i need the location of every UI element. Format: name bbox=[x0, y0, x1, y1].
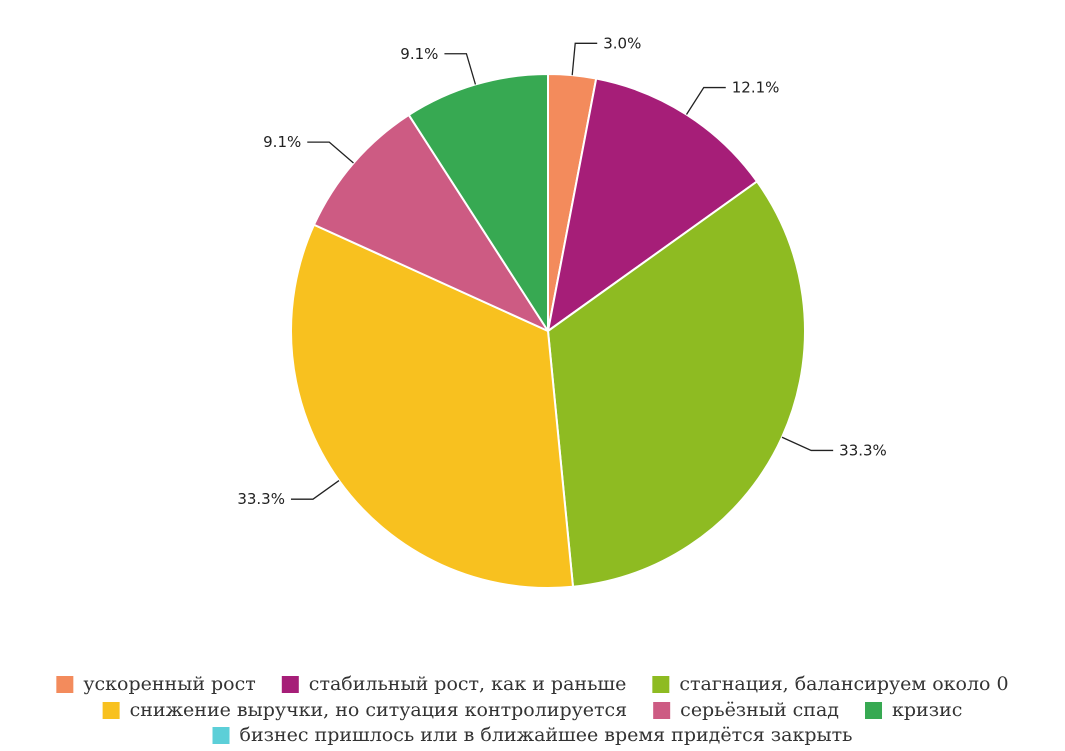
legend-label-2: стагнация, балансируем около 0 bbox=[679, 673, 1008, 695]
leader-line-4 bbox=[307, 141, 354, 164]
pie-slices bbox=[290, 73, 806, 589]
legend: ускоренный рост стабильный рост, как и ра… bbox=[56, 673, 1009, 746]
legend-swatch-5 bbox=[865, 702, 883, 719]
legend-row-0: ускоренный рост стабильный рост, как и ра… bbox=[56, 673, 1009, 695]
legend-label-3: снижение выручки, но ситуация контролиру… bbox=[130, 699, 628, 721]
percentage-labels: 3.0% 12.1% 33.3% 33.3% 9.1% 9.1% bbox=[237, 34, 887, 508]
legend-label-0: ускоренный рост bbox=[83, 673, 255, 695]
slice-label-0: 3.0% bbox=[603, 34, 641, 52]
slice-label-2: 33.3% bbox=[839, 441, 887, 459]
pie-slice-4 bbox=[312, 113, 549, 332]
leader-line-2 bbox=[781, 436, 834, 452]
legend-label-1: стабильный рост, как и раньше bbox=[309, 673, 627, 695]
slice-label-1: 12.1% bbox=[732, 79, 780, 97]
label-leader-lines bbox=[290, 42, 834, 500]
pie-slice-2 bbox=[547, 180, 806, 588]
legend-row-1: снижение выручки, но ситуация контролиру… bbox=[102, 699, 962, 721]
leader-line-5 bbox=[444, 53, 477, 85]
legend-label-6: бизнес пришлось или в ближайшее время пр… bbox=[240, 724, 853, 746]
pie-slice-1 bbox=[547, 77, 758, 332]
legend-swatch-2 bbox=[652, 676, 670, 693]
leader-line-3 bbox=[290, 480, 340, 500]
legend-swatch-3 bbox=[102, 702, 120, 719]
legend-swatch-1 bbox=[281, 676, 299, 693]
legend-label-5: кризис bbox=[892, 699, 962, 721]
slice-label-3: 33.3% bbox=[237, 490, 285, 508]
legend-swatch-4 bbox=[653, 702, 671, 719]
legend-row-2: бизнес пришлось или в ближайшее время пр… bbox=[212, 724, 853, 746]
slice-label-4: 9.1% bbox=[263, 133, 301, 151]
leader-line-1 bbox=[685, 86, 726, 115]
leader-line-0 bbox=[571, 42, 598, 76]
pie-slice-3 bbox=[290, 223, 575, 589]
pie-slice-5 bbox=[407, 73, 549, 332]
legend-swatch-0 bbox=[56, 676, 74, 693]
legend-label-4: серьёзный спад bbox=[680, 699, 839, 721]
legend-swatch-6 bbox=[212, 727, 230, 744]
slice-label-5: 9.1% bbox=[400, 45, 438, 63]
